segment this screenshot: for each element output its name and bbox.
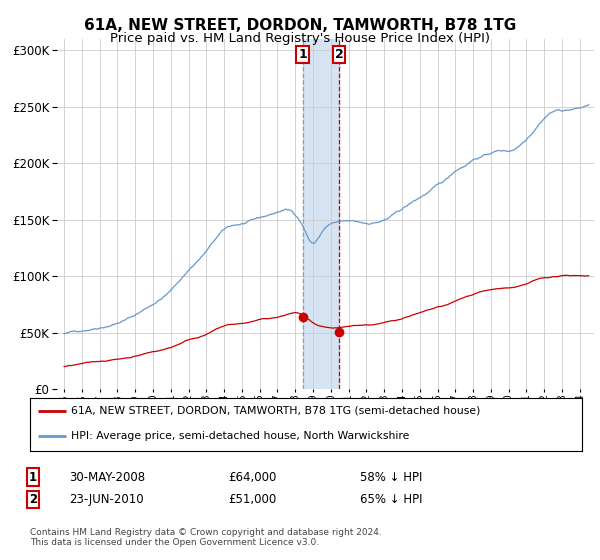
Text: £64,000: £64,000 [228,470,277,484]
Text: 61A, NEW STREET, DORDON, TAMWORTH, B78 1TG (semi-detached house): 61A, NEW STREET, DORDON, TAMWORTH, B78 1… [71,406,481,416]
Text: 61A, NEW STREET, DORDON, TAMWORTH, B78 1TG: 61A, NEW STREET, DORDON, TAMWORTH, B78 1… [84,18,516,33]
Text: HPI: Average price, semi-detached house, North Warwickshire: HPI: Average price, semi-detached house,… [71,431,410,441]
Text: £51,000: £51,000 [228,493,276,506]
Text: 2: 2 [335,48,344,61]
Text: 2: 2 [29,493,37,506]
Text: 58% ↓ HPI: 58% ↓ HPI [360,470,422,484]
Text: 1: 1 [29,470,37,484]
Text: 30-MAY-2008: 30-MAY-2008 [69,470,145,484]
Text: Price paid vs. HM Land Registry's House Price Index (HPI): Price paid vs. HM Land Registry's House … [110,32,490,45]
Text: 23-JUN-2010: 23-JUN-2010 [69,493,143,506]
Text: Contains HM Land Registry data © Crown copyright and database right 2024.
This d: Contains HM Land Registry data © Crown c… [30,528,382,547]
Bar [302,39,339,389]
Text: 65% ↓ HPI: 65% ↓ HPI [360,493,422,506]
Text: 1: 1 [298,48,307,61]
